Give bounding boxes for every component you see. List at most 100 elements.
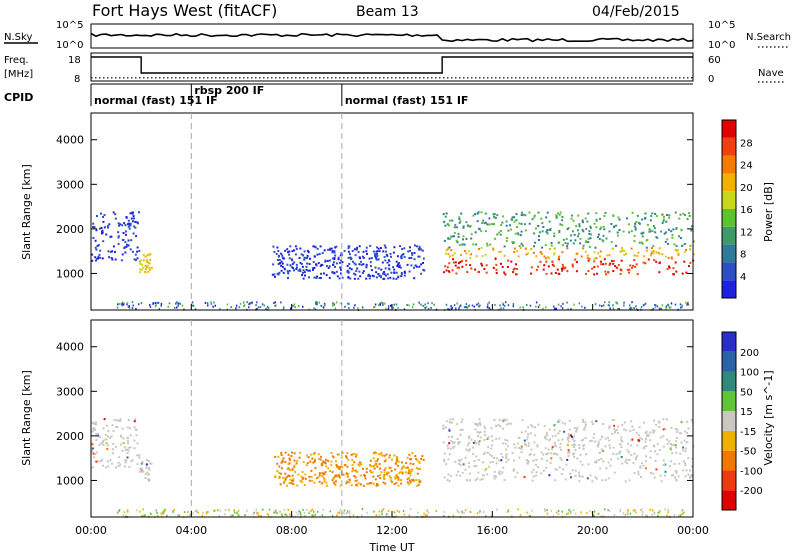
echo-cell bbox=[117, 303, 119, 305]
echo-cell bbox=[139, 471, 141, 473]
echo-cell bbox=[481, 222, 483, 224]
echo-cell bbox=[547, 513, 549, 515]
echo-cell bbox=[282, 266, 284, 268]
echo-cell bbox=[281, 454, 283, 456]
echo-cell bbox=[625, 514, 627, 516]
echo-cell bbox=[500, 234, 502, 236]
echo-cell bbox=[526, 462, 528, 464]
echo-cell bbox=[443, 221, 445, 223]
echo-cell bbox=[398, 472, 400, 474]
echo-cell bbox=[645, 441, 647, 443]
echo-cell bbox=[684, 251, 686, 253]
echo-cell bbox=[283, 272, 285, 274]
echo-cell bbox=[151, 463, 153, 465]
colorbar-swatch bbox=[722, 280, 736, 298]
echo-cell bbox=[300, 513, 302, 515]
echo-cell bbox=[650, 215, 652, 217]
echo-cell bbox=[637, 444, 639, 446]
echo-cell bbox=[306, 257, 308, 259]
echo-cell bbox=[527, 460, 529, 462]
echo-cell bbox=[179, 515, 181, 517]
echo-cell bbox=[689, 245, 691, 247]
echo-cell bbox=[313, 511, 315, 513]
echo-cell bbox=[498, 460, 500, 462]
echo-cell bbox=[595, 212, 597, 214]
echo-cell bbox=[670, 447, 672, 449]
echo-cell bbox=[447, 266, 449, 268]
echo-cell bbox=[599, 218, 601, 220]
echo-cell bbox=[235, 307, 237, 309]
echo-cell bbox=[679, 453, 681, 455]
echo-cell bbox=[597, 513, 599, 515]
echo-cell bbox=[105, 234, 107, 236]
echo-cell bbox=[541, 451, 543, 453]
echo-cell bbox=[649, 439, 651, 441]
echo-cell bbox=[474, 306, 476, 308]
echo-cell bbox=[516, 250, 518, 252]
echo-cell bbox=[412, 306, 414, 308]
echo-cell bbox=[405, 467, 407, 469]
echo-cell bbox=[322, 514, 324, 516]
echo-cell bbox=[596, 478, 598, 480]
echo-cell bbox=[549, 221, 551, 223]
echo-cell bbox=[495, 438, 497, 440]
echo-cell bbox=[104, 418, 106, 420]
echo-cell bbox=[579, 302, 581, 304]
echo-cell bbox=[302, 471, 304, 473]
echo-cell bbox=[475, 244, 477, 246]
echo-cell bbox=[638, 434, 640, 436]
echo-cell bbox=[487, 446, 489, 448]
echo-cell bbox=[645, 262, 647, 264]
echo-cell bbox=[475, 465, 477, 467]
echo-cell bbox=[336, 475, 338, 477]
echo-cell bbox=[298, 474, 300, 476]
echo-cell bbox=[102, 221, 104, 223]
echo-cell bbox=[367, 275, 369, 277]
echo-cell bbox=[572, 220, 574, 222]
echo-cell bbox=[275, 305, 277, 307]
echo-cell bbox=[541, 458, 543, 460]
echo-cell bbox=[102, 465, 104, 467]
echo-cell bbox=[384, 455, 386, 457]
echo-cell bbox=[598, 443, 600, 445]
freq-tick-8: 8 bbox=[74, 74, 80, 85]
echo-cell bbox=[682, 449, 684, 451]
echo-cell bbox=[491, 440, 493, 442]
echo-cell bbox=[533, 245, 535, 247]
echo-cell bbox=[339, 277, 341, 279]
echo-cell bbox=[470, 253, 472, 255]
echo-cell bbox=[333, 261, 335, 263]
echo-cell bbox=[275, 510, 277, 512]
echo-cell bbox=[549, 248, 551, 250]
echo-cell bbox=[620, 436, 622, 438]
echo-cell bbox=[670, 230, 672, 232]
echo-cell bbox=[676, 250, 678, 252]
echo-cell bbox=[98, 444, 100, 446]
echo-cell bbox=[548, 257, 550, 259]
echo-cell bbox=[348, 257, 350, 259]
echo-cell bbox=[140, 468, 142, 470]
echo-cell bbox=[180, 303, 182, 305]
echo-cell bbox=[586, 512, 588, 514]
echo-cell bbox=[365, 266, 367, 268]
echo-cell bbox=[269, 509, 271, 511]
echo-cell bbox=[504, 439, 506, 441]
echo-cell bbox=[675, 262, 677, 264]
echo-cell bbox=[633, 429, 635, 431]
echo-cell bbox=[494, 304, 496, 306]
echo-cell bbox=[313, 261, 315, 263]
echo-cell bbox=[556, 512, 558, 514]
echo-cell bbox=[459, 475, 461, 477]
echo-cell bbox=[107, 460, 109, 462]
echo-cell bbox=[455, 261, 457, 263]
echo-cell bbox=[681, 304, 683, 306]
echo-cell bbox=[290, 482, 292, 484]
echo-cell bbox=[294, 460, 296, 462]
echo-cell bbox=[676, 227, 678, 229]
echo-cell bbox=[285, 478, 287, 480]
echo-cell bbox=[128, 240, 130, 242]
echo-cell bbox=[320, 245, 322, 247]
echo-cell bbox=[503, 304, 505, 306]
echo-cell bbox=[319, 302, 321, 304]
colorbar-tick-label: -200 bbox=[740, 486, 763, 497]
